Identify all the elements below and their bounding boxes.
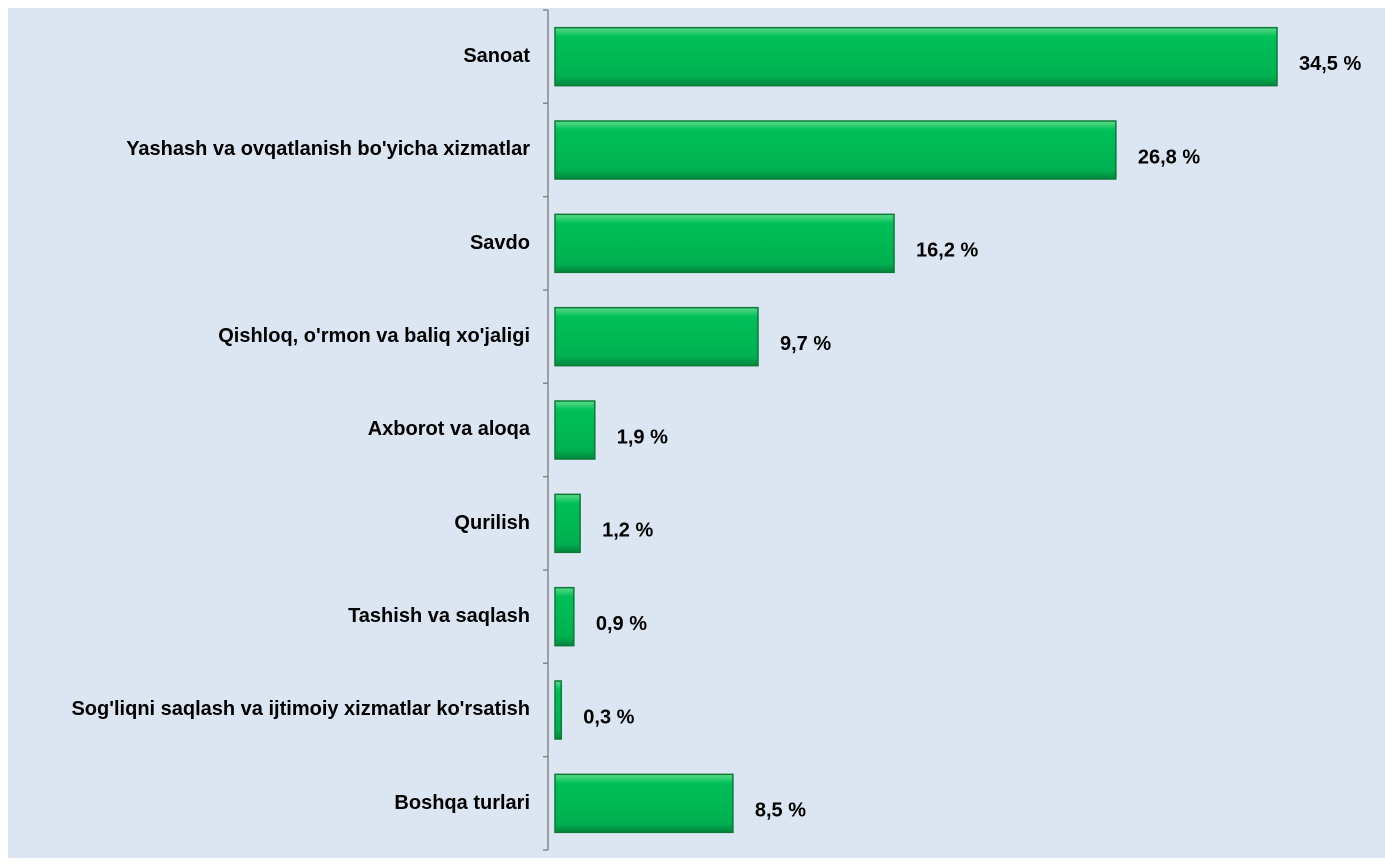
category-label-box: Qurilish (20, 477, 530, 570)
category-label-box: Tashish va saqlash (20, 570, 530, 663)
category-label: Qishloq, o'rmon va baliq xo'jaligi (218, 325, 530, 348)
value-label: 1,9 % (617, 426, 668, 448)
category-label: Axborot va aloqa (367, 418, 530, 441)
category-label-box: Savdo (20, 197, 530, 290)
category-label: Boshqa turlari (394, 791, 530, 814)
category-label-box: Sanoat (20, 10, 530, 103)
bar (554, 306, 759, 367)
bar (554, 120, 1117, 180)
bar (554, 400, 596, 460)
category-label-box: Yashash va ovqatlanish bo'yicha xizmatla… (20, 103, 530, 196)
bar (554, 680, 563, 740)
value-label: 0,3 % (583, 706, 634, 728)
bar (554, 26, 1278, 87)
category-label: Yashash va ovqatlanish bo'yicha xizmatla… (126, 138, 530, 161)
category-label: Qurilish (454, 511, 530, 534)
value-label: 16,2 % (916, 240, 978, 262)
category-label: Tashish va saqlash (348, 605, 530, 628)
value-label: 1,2 % (602, 520, 653, 542)
value-label: 8,5 % (755, 800, 806, 822)
category-label-box: Sog'liqni saqlash va ijtimoiy xizmatlar … (20, 663, 530, 756)
value-label: 9,7 % (780, 333, 831, 355)
category-label: Sanoat (463, 45, 530, 68)
value-label: 34,5 % (1299, 53, 1361, 75)
category-label-box: Qishloq, o'rmon va baliq xo'jaligi (20, 290, 530, 383)
bar (554, 213, 895, 274)
bar (554, 493, 581, 554)
category-label: Savdo (469, 231, 530, 254)
category-label: Sog'liqni saqlash va ijtimoiy xizmatlar … (71, 698, 530, 721)
bar (554, 586, 575, 647)
bar (554, 773, 734, 834)
category-label-box: Boshqa turlari (20, 757, 530, 850)
value-label: 26,8 % (1138, 146, 1200, 168)
category-label-box: Axborot va aloqa (20, 383, 530, 476)
value-label: 0,9 % (596, 613, 647, 635)
